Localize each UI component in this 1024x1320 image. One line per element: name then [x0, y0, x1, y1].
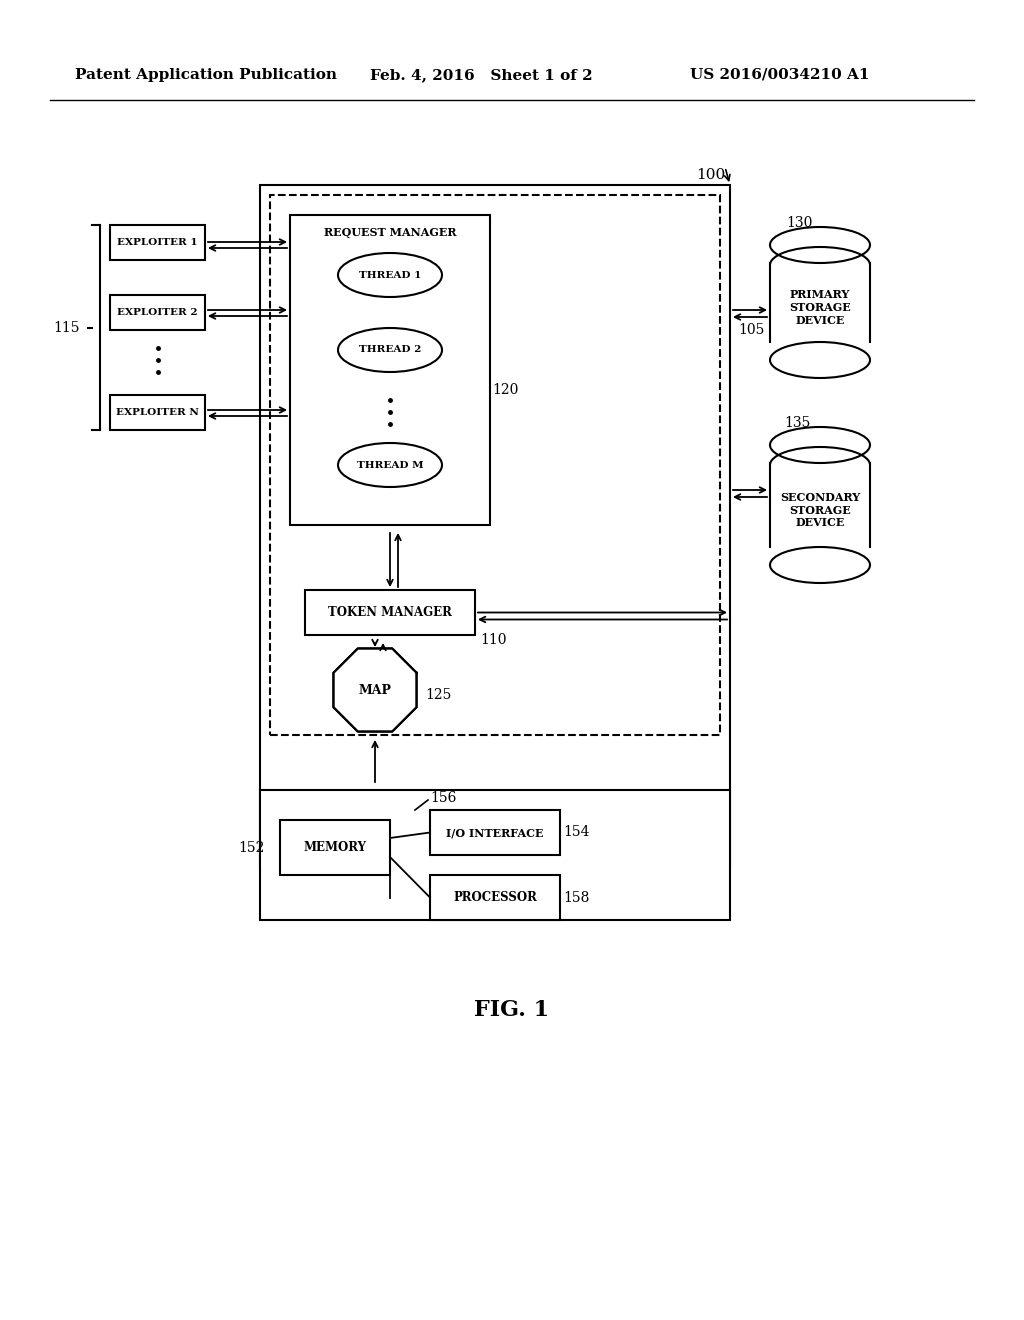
FancyBboxPatch shape [305, 590, 475, 635]
Text: 115: 115 [53, 321, 80, 334]
Text: SECONDARY
STORAGE
DEVICE: SECONDARY STORAGE DEVICE [780, 492, 860, 528]
Ellipse shape [770, 546, 870, 583]
Ellipse shape [338, 444, 442, 487]
Text: EXPLOITER 2: EXPLOITER 2 [117, 308, 198, 317]
Ellipse shape [770, 426, 870, 463]
FancyBboxPatch shape [430, 875, 560, 920]
Text: REQUEST MANAGER: REQUEST MANAGER [324, 227, 457, 239]
Text: 100: 100 [695, 168, 725, 182]
Text: TOKEN MANAGER: TOKEN MANAGER [328, 606, 452, 619]
Text: FIG. 1: FIG. 1 [474, 999, 550, 1020]
Text: PRIMARY
STORAGE
DEVICE: PRIMARY STORAGE DEVICE [790, 289, 851, 326]
Text: 105: 105 [738, 323, 764, 337]
Text: 130: 130 [786, 216, 813, 230]
Text: MEMORY: MEMORY [303, 841, 367, 854]
Text: Feb. 4, 2016   Sheet 1 of 2: Feb. 4, 2016 Sheet 1 of 2 [370, 69, 593, 82]
Text: EXPLOITER N: EXPLOITER N [116, 408, 199, 417]
Text: PROCESSOR: PROCESSOR [453, 891, 537, 904]
FancyBboxPatch shape [260, 789, 730, 920]
FancyBboxPatch shape [110, 395, 205, 430]
Text: Patent Application Publication: Patent Application Publication [75, 69, 337, 82]
Ellipse shape [338, 327, 442, 372]
Text: 152: 152 [239, 841, 265, 854]
Text: THREAD 1: THREAD 1 [358, 271, 421, 280]
Text: 125: 125 [425, 688, 452, 702]
Text: 158: 158 [563, 891, 590, 904]
FancyBboxPatch shape [430, 810, 560, 855]
Ellipse shape [338, 253, 442, 297]
Polygon shape [334, 648, 417, 731]
Text: I/O INTERFACE: I/O INTERFACE [446, 828, 544, 838]
Text: 135: 135 [784, 416, 811, 430]
FancyBboxPatch shape [110, 294, 205, 330]
Text: THREAD 2: THREAD 2 [358, 346, 421, 355]
FancyBboxPatch shape [110, 224, 205, 260]
Ellipse shape [770, 227, 870, 263]
Text: THREAD M: THREAD M [356, 461, 423, 470]
Text: 110: 110 [480, 634, 507, 647]
Text: US 2016/0034210 A1: US 2016/0034210 A1 [690, 69, 869, 82]
Text: 156: 156 [430, 791, 457, 805]
Text: 154: 154 [563, 825, 590, 840]
FancyBboxPatch shape [280, 820, 390, 875]
Text: EXPLOITER 1: EXPLOITER 1 [117, 238, 198, 247]
Text: 120: 120 [492, 383, 518, 397]
Ellipse shape [770, 342, 870, 378]
Text: MAP: MAP [358, 684, 391, 697]
